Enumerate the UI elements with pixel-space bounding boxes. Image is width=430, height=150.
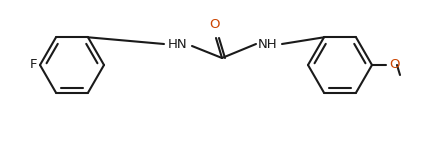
Text: HN: HN [168, 39, 188, 51]
Text: F: F [30, 58, 37, 72]
Text: O: O [209, 18, 219, 31]
Text: O: O [389, 58, 399, 72]
Text: NH: NH [258, 39, 278, 51]
